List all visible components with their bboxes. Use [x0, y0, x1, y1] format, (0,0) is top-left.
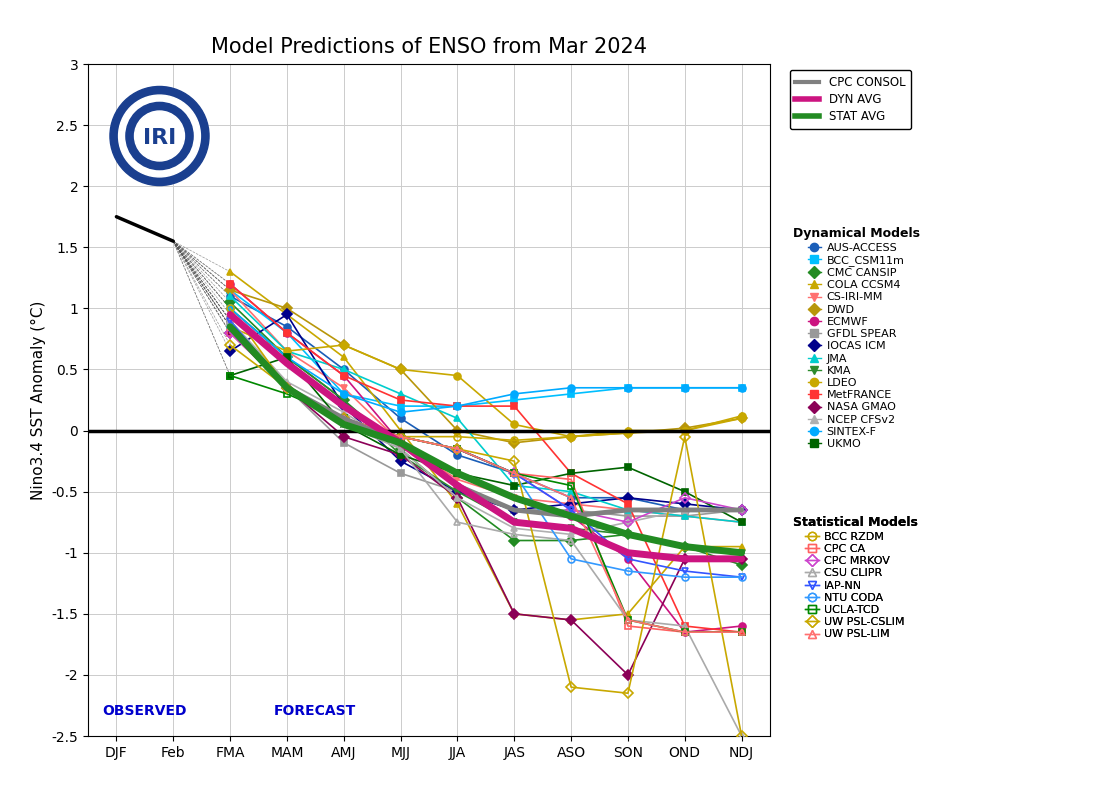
Title: Model Predictions of ENSO from Mar 2024: Model Predictions of ENSO from Mar 2024: [211, 37, 647, 57]
Text: OBSERVED: OBSERVED: [102, 704, 187, 718]
Circle shape: [119, 95, 200, 177]
Text: FORECAST: FORECAST: [274, 704, 356, 718]
Text: IRI: IRI: [143, 128, 176, 148]
Legend: BCC RZDM, CPC CA, CPC MRKOV, CSU CLIPR, IAP-NN, NTU CODA, UCLA-TCD, UW PSL-CSLIM: BCC RZDM, CPC CA, CPC MRKOV, CSU CLIPR, …: [789, 513, 921, 642]
Circle shape: [110, 86, 209, 186]
Y-axis label: Nino3.4 SST Anomaly (°C): Nino3.4 SST Anomaly (°C): [31, 300, 46, 500]
Circle shape: [125, 102, 194, 170]
Circle shape: [134, 111, 185, 161]
